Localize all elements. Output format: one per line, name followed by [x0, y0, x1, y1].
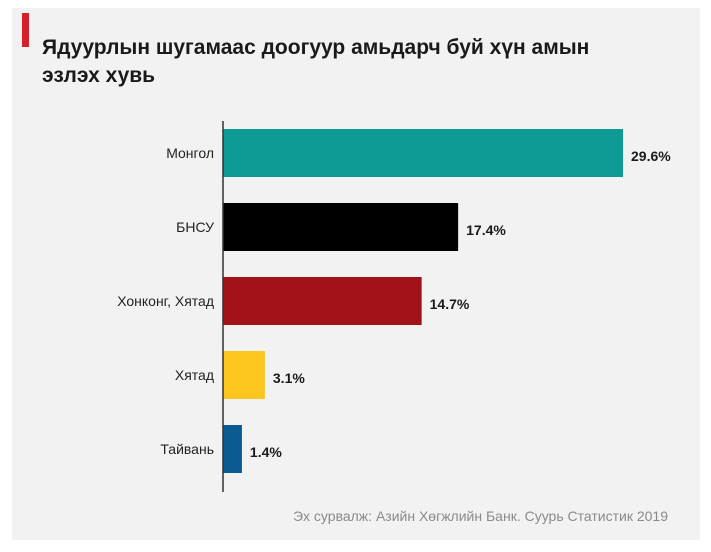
category-label-5: Тайвань [160, 441, 214, 457]
data-label-5: 1.4% [250, 444, 282, 460]
category-label-3: Хонконг, Хятад [117, 293, 214, 309]
data-label-4: 3.1% [273, 370, 305, 386]
chart-card [12, 8, 700, 540]
chart-title: Ядуурлын шугамаас доогуур амьдарч буй хү… [42, 34, 602, 90]
category-label-1: Монгол [166, 145, 214, 161]
bar-3 [223, 277, 422, 325]
bar-2 [223, 203, 459, 251]
bar-1 [223, 129, 623, 177]
chart-title-line-2: эзлэх хувь [42, 64, 156, 87]
category-label-2: БНСУ [176, 219, 214, 235]
data-label-1: 29.6% [631, 148, 671, 164]
data-label-2: 17.4% [466, 222, 506, 238]
category-label-4: Хятад [175, 367, 214, 383]
bar-5 [223, 425, 242, 473]
chart-title-line-1: Ядуурлын шугамаас доогуур амьдарч буй хү… [42, 36, 590, 59]
source-note: Эх сурвалж: Азийн Хөгжлийн Банк. Суурь С… [292, 508, 668, 524]
data-label-3: 14.7% [430, 296, 470, 312]
bar-4 [223, 351, 265, 399]
title-accent-bar [22, 13, 29, 47]
